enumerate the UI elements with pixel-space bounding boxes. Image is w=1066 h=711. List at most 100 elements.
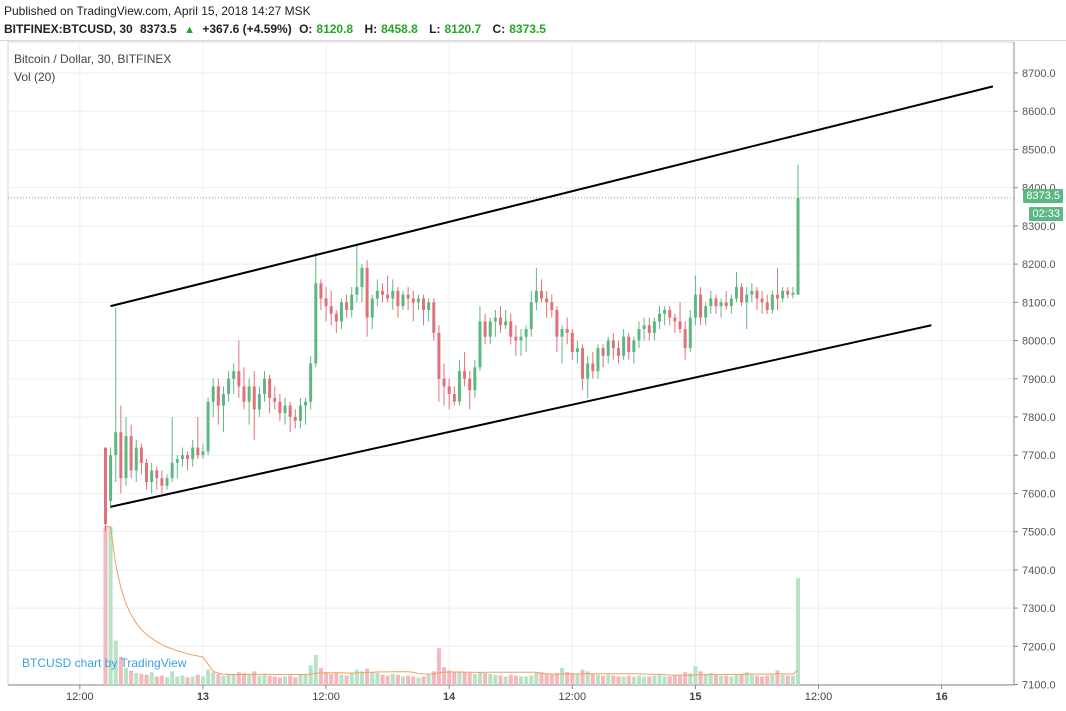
candle-up [770, 294, 774, 310]
open-value: O: 8120.8 [299, 22, 354, 36]
volume-bar [344, 675, 349, 685]
volume-bar [549, 674, 554, 685]
candle-down [145, 462, 149, 482]
candle-up [201, 451, 205, 456]
y-tick-label: 8500.0 [1022, 144, 1056, 156]
volume-bar [734, 674, 739, 685]
candle-up [309, 363, 313, 402]
y-tick-label: 7700.0 [1022, 450, 1056, 462]
candle-down [196, 447, 200, 456]
volume-bar [272, 676, 277, 685]
candle-down [616, 348, 620, 356]
volume-bar [154, 676, 159, 685]
volume-bar [298, 674, 303, 685]
volume-bar [636, 675, 641, 685]
candle-down [550, 302, 554, 310]
candle-up [704, 306, 708, 318]
candle-up [109, 455, 113, 502]
volume-bar [416, 677, 421, 685]
candle-up [534, 290, 538, 303]
candle-down [581, 348, 585, 379]
volume-bar [385, 675, 390, 685]
candle-down [216, 386, 220, 406]
candle-up [478, 321, 482, 368]
volume-bar [411, 676, 416, 685]
candle-down [678, 321, 682, 330]
volume-bar [165, 677, 170, 685]
volume-bar [149, 672, 154, 685]
volume-bar [488, 673, 493, 685]
candle-up [529, 302, 533, 330]
volume-bar [329, 673, 334, 685]
watermark-link[interactable]: BTCUSD chart by TradingView [22, 656, 187, 670]
volume-bar [770, 674, 775, 685]
volume-bar [159, 675, 164, 685]
volume-bar [118, 656, 123, 685]
volume-bar [103, 526, 108, 685]
volume-bar [113, 640, 118, 685]
candle-down [242, 386, 246, 402]
y-tick-label: 8300.0 [1022, 221, 1056, 233]
x-tick-label: 12:00 [805, 691, 833, 703]
volume-bar [252, 671, 257, 685]
volume-legend[interactable]: Vol (20) [14, 70, 56, 84]
volume-bar [631, 676, 636, 685]
volume-bar [498, 675, 503, 685]
candle-up [632, 340, 636, 353]
volume-bar [703, 673, 708, 685]
volume-bar [308, 665, 313, 685]
volume-bar [601, 675, 606, 685]
volume-bar [339, 674, 344, 685]
volume-bar [647, 676, 652, 685]
x-tick-label: 12:00 [66, 691, 94, 703]
candle-up [504, 321, 508, 326]
candle-down [119, 432, 123, 479]
candle-down [765, 302, 769, 310]
series-legend[interactable]: Bitcoin / Dollar, 30, BITFINEX [14, 52, 172, 66]
volume-bar [421, 676, 426, 685]
candle-up [745, 294, 749, 303]
last-price: 8373.5 [140, 22, 177, 36]
volume-ma-line [105, 526, 799, 676]
volume-bar [365, 668, 370, 685]
volume-bar [462, 672, 467, 685]
volume-bar [129, 670, 134, 685]
volume-bar [765, 675, 770, 685]
volume-bar [796, 578, 801, 685]
candle-down [129, 436, 133, 471]
candle-up [180, 455, 184, 460]
candle-up [170, 462, 174, 479]
published-note: Published on TradingView.com, April 15, … [4, 4, 311, 18]
candle-up [165, 478, 169, 486]
volume-bar [678, 674, 683, 685]
volume-bar [580, 669, 585, 685]
volume-bar [257, 675, 262, 685]
volume-bar [195, 674, 200, 685]
volume-bar [108, 526, 113, 685]
volume-bar [442, 667, 447, 685]
volume-bar [241, 673, 246, 685]
volume-bar [134, 673, 139, 685]
volume-bar [554, 673, 559, 685]
volume-bar [483, 673, 488, 685]
candle-up [257, 394, 261, 410]
volume-bar [324, 672, 329, 685]
candle-down [647, 325, 651, 333]
y-tick-label: 8700.0 [1022, 68, 1056, 80]
candle-up [427, 302, 431, 310]
candle-down [591, 363, 595, 372]
y-tick-label: 7900.0 [1022, 374, 1056, 386]
volume-bar [754, 675, 759, 685]
lower-channel-trendline [110, 324, 932, 508]
candle-down [786, 290, 790, 295]
volume-bar [790, 675, 795, 685]
candle-up [150, 470, 154, 482]
volume-bar [200, 676, 205, 685]
x-tick-label: 16 [936, 691, 948, 703]
candle-up [124, 436, 128, 479]
candle-up [375, 290, 379, 299]
candle-up [734, 287, 738, 299]
volume-bar [472, 673, 477, 685]
candle-down [540, 290, 544, 299]
